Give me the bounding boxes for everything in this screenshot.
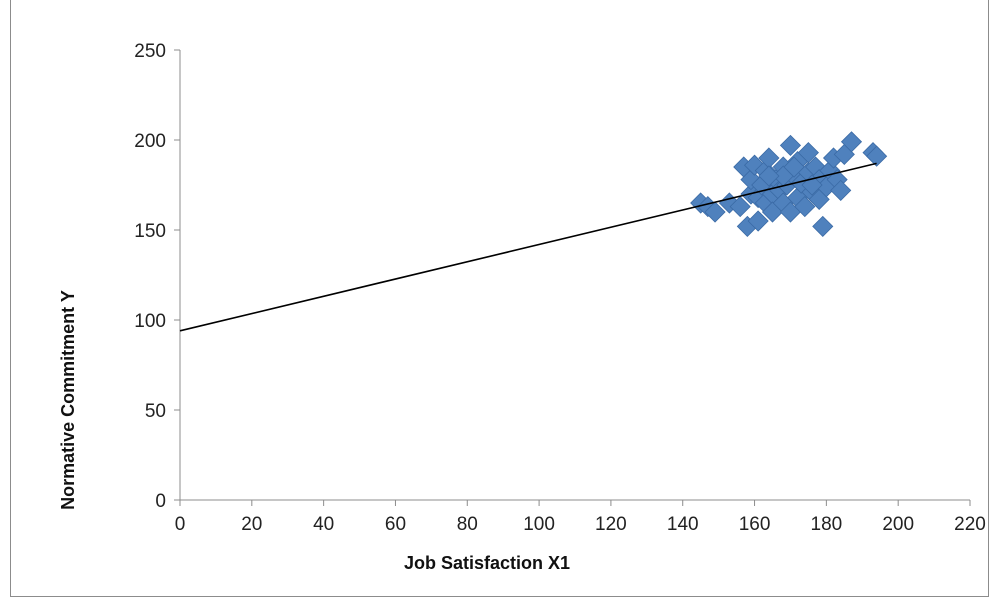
data-point: [794, 196, 816, 218]
data-point: [747, 210, 769, 232]
y-tick-label: 200: [134, 131, 166, 152]
x-tick-label: 20: [241, 514, 262, 535]
data-point: [704, 201, 726, 223]
trendline-group: [179, 162, 877, 332]
data-point: [729, 196, 751, 218]
data-point: [812, 215, 834, 237]
y-axis-title: Normative Commitment Y: [58, 290, 78, 510]
axes: 0 50 100 150 200 250 0 20 40 60 80 100 120 140 160 180 2…: [134, 41, 986, 535]
data-point: [830, 179, 852, 201]
y-tick-label: 0: [155, 491, 166, 512]
data-point: [866, 145, 888, 167]
y-tick-label: 100: [134, 311, 166, 332]
x-tick-label: 60: [385, 514, 406, 535]
x-axis-title: Job Satisfaction X1: [404, 553, 570, 573]
data-point: [840, 131, 863, 153]
trendline: [179, 162, 877, 332]
y-tick-label: 250: [134, 41, 166, 62]
x-tick-label: 180: [811, 514, 843, 535]
x-tick-label: 160: [739, 514, 771, 535]
data-point: [783, 156, 805, 178]
data-point: [779, 134, 802, 156]
x-tick-label: 0: [175, 514, 186, 535]
y-tick-label: 50: [145, 401, 166, 422]
x-tick-label: 40: [313, 514, 334, 535]
x-tick-label: 200: [882, 514, 914, 535]
x-tick-label: 80: [457, 514, 478, 535]
data-points: [690, 131, 888, 237]
x-tick-label: 120: [595, 514, 627, 535]
data-point: [758, 165, 780, 187]
x-tick-label: 220: [954, 514, 986, 535]
chart-frame: [10, 0, 989, 597]
x-tick-label: 100: [523, 514, 555, 535]
y-tick-label: 150: [134, 221, 166, 242]
x-tick-label: 140: [667, 514, 699, 535]
